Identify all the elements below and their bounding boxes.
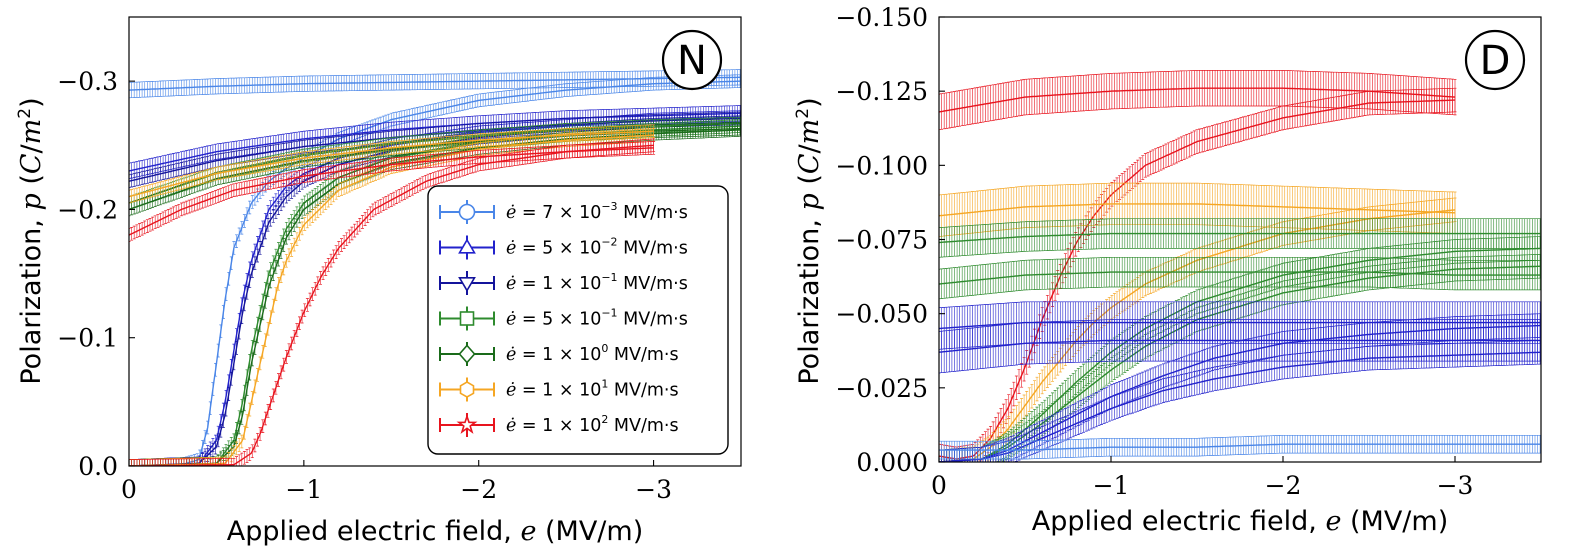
panel-n-legend-entries: ė = 7 × 10−3 MV/m·s ė = 5 × 10−2 MV/m·s ė … xyxy=(439,200,688,437)
panel-n-series-0-line xyxy=(129,76,741,91)
legend-label: ė = 5 × 10−2 MV/m·s xyxy=(506,236,688,259)
panel-n-series-13-line xyxy=(129,144,654,466)
panel-d-x-axis-label: Applied electric field, e (MV/m) xyxy=(1032,506,1449,537)
panel-d-y-tick-label: −0.075 xyxy=(835,226,928,255)
legend-marker xyxy=(458,276,476,293)
panel-n-series-2-caps xyxy=(129,105,741,179)
legend-entry: ė = 5 × 10−2 MV/m·s xyxy=(439,235,688,260)
legend-label: ė = 1 × 101 MV/m·s xyxy=(506,378,679,401)
panel-d-y-tick-label: −0.025 xyxy=(835,374,928,403)
panel-d-series-2-line xyxy=(939,203,1455,217)
legend-label: ė = 1 × 10−1 MV/m·s xyxy=(506,271,688,294)
panel-n-ticks: 0 −1 −2 −3 0.0 −0.1 −0.2 −0.3 xyxy=(57,67,672,504)
panel-d-y-tick-label: −0.050 xyxy=(835,300,928,329)
legend-label: ė = 1 × 102 MV/m·s xyxy=(506,413,679,436)
legend-marker xyxy=(458,344,476,364)
panel-n-legend-box xyxy=(427,185,729,455)
panel-n-series-4-caps xyxy=(129,111,741,188)
panel-n-badge-text: N xyxy=(677,38,707,84)
panel-d-y-tick-label: −0.125 xyxy=(835,77,928,106)
panel-n-series-2-line xyxy=(129,112,741,172)
panel-d-series-1-line xyxy=(939,99,1455,460)
panel-d-series-0 xyxy=(939,70,1457,131)
legend-entry: ė = 1 × 100 MV/m·s xyxy=(439,342,679,366)
legend-entry: ė = 1 × 101 MV/m·s xyxy=(439,377,679,402)
panel-n-series-13 xyxy=(129,138,656,466)
panel-n-axes-frame xyxy=(128,16,742,467)
panel-d-badge xyxy=(1464,29,1526,91)
legend-entry: ė = 5 × 10−1 MV/m·s xyxy=(439,306,688,331)
panel-d-series-12-caps xyxy=(939,434,1541,460)
legend-marker xyxy=(459,381,475,398)
panel-d-x-tick-label: −1 xyxy=(1093,471,1130,500)
panel-d-series-8 xyxy=(939,301,1541,350)
legend-entry: ė = 1 × 102 MV/m·s xyxy=(439,413,679,437)
panel-n-series-13-caps xyxy=(129,138,656,466)
legend-entry: ė = 1 × 10−1 MV/m·s xyxy=(439,271,688,295)
panel-n-series-1-line xyxy=(129,80,741,466)
panel-d-y-axis-label: Polarization, p (C/m2) xyxy=(793,97,825,384)
panel-d-series-6-line xyxy=(939,247,1541,462)
panel-d-series-11-line xyxy=(939,351,1541,462)
panel-d-series-10-line xyxy=(939,324,1541,462)
panel-d-series-10-caps xyxy=(939,313,1541,462)
panel-d-series-12 xyxy=(939,434,1541,460)
panel-n-plot-series xyxy=(129,69,741,466)
panel-n-series-12-caps xyxy=(129,141,656,242)
panel-n-y-tick-label: −0.3 xyxy=(57,67,118,96)
legend-marker xyxy=(459,311,475,326)
legend-entry: ė = 7 × 10−3 MV/m·s xyxy=(439,200,688,224)
panel-d-x-tick-label: 0 xyxy=(931,471,947,500)
panel-n-y-tick-label: −0.2 xyxy=(57,195,118,224)
panel-d-series-5-line xyxy=(939,271,1541,285)
panel-d-series-4-caps xyxy=(939,218,1541,258)
panel-d: 0 −1 −2 −3 0.000 −0.025 −0.050 −0.075 −0.100 −0.1… xyxy=(793,3,1542,537)
panel-d-series-7-line xyxy=(939,265,1541,462)
legend-label: ė = 1 × 100 MV/m·s xyxy=(506,342,679,365)
panel-d-ticks: 0 −1 −2 −3 0.000 −0.025 −0.050 −0.075 −0.100 −0.1… xyxy=(835,3,1473,500)
panel-d-series-8-line xyxy=(939,321,1541,330)
panel-n-series-9-line xyxy=(129,129,741,466)
panel-n-y-tick-label: 0.0 xyxy=(78,452,118,481)
panel-n-x-tick-label: −2 xyxy=(460,475,497,504)
panel-n-x-tick-label: −1 xyxy=(285,475,322,504)
legend-marker xyxy=(458,203,476,221)
panel-d-series-12-line xyxy=(939,443,1541,451)
panel-d-plot-series xyxy=(939,70,1541,462)
panel-d-x-tick-label: −3 xyxy=(1437,471,1474,500)
panel-n-y-tick-label: −0.1 xyxy=(57,324,118,353)
panel-d-y-tick-label: 0.000 xyxy=(856,448,928,477)
panel-n-series-10-line xyxy=(129,130,654,198)
panel-d-series-4-line xyxy=(939,232,1541,244)
panel-d-series-11 xyxy=(939,340,1541,462)
panel-d-y-tick-label: −0.100 xyxy=(835,151,928,180)
panel-d-x-tick-label: −2 xyxy=(1265,471,1302,500)
panel-n-legend: ė = 7 × 10−3 MV/m·s ė = 5 × 10−2 MV/m·s ė … xyxy=(427,185,729,455)
panel-n-x-axis-label: Applied electric field, e (MV/m) xyxy=(227,516,644,547)
legend-label: ė = 7 × 10−3 MV/m·s xyxy=(506,200,688,223)
panel-n-x-tick-label: 0 xyxy=(121,475,137,504)
panel-d-series-8-caps xyxy=(939,301,1541,350)
panel-n-x-tick-label: −3 xyxy=(635,475,672,504)
panel-d-series-4 xyxy=(939,218,1541,258)
panel-n: 0 −1 −2 −3 0.0 −0.1 −0.2 −0.3 N Applied electri… xyxy=(15,16,742,547)
panel-n-badge xyxy=(661,29,723,91)
legend-marker xyxy=(458,238,476,254)
panel-d-y-tick-label: −0.150 xyxy=(835,3,928,32)
legend-marker xyxy=(456,414,478,434)
panel-d-badge-text: D xyxy=(1480,38,1511,84)
panel-n-y-axis-label: Polarization, p (C/m2) xyxy=(15,97,47,384)
legend-label: ė = 5 × 10−1 MV/m·s xyxy=(506,307,688,330)
